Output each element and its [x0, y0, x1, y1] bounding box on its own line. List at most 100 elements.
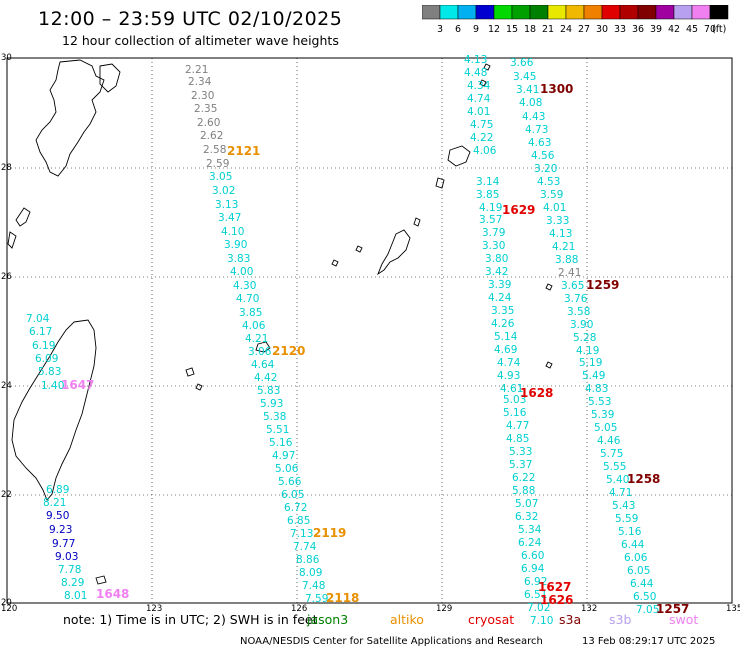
wave-height-value: 6.17 — [29, 326, 52, 338]
coastline — [545, 283, 553, 291]
wave-height-value: 5.93 — [260, 398, 283, 410]
wave-height-value: 5.05 — [594, 422, 617, 434]
x-tick-label: 135 — [726, 604, 740, 614]
coastline — [479, 79, 487, 87]
wave-height-value: 5.43 — [612, 500, 635, 512]
track-time-label: 1257 — [656, 602, 689, 616]
plot-title: 12:00 – 23:59 UTC 02/10/2025 — [38, 8, 343, 30]
altimeter-points: 2.212.34 2.302.35 2.602.62 2.58 2.593.05 3.02… — [26, 54, 659, 627]
wave-height-value: 4.19 — [479, 202, 502, 214]
colorbar-tick-label: 3 — [437, 24, 443, 35]
wave-height-value: 4.24 — [488, 292, 512, 304]
track-labels: 2121 2120 2119 2118 1648 1647 1300 1259 1258 1257… — [61, 82, 689, 616]
wave-height-value: 5.16 — [618, 526, 642, 538]
coastline — [413, 217, 421, 227]
wave-height-value: 2.35 — [194, 103, 217, 115]
wave-height-value: 8.01 — [64, 590, 87, 602]
wave-height-value: 3.13 — [215, 199, 238, 211]
wave-height-value: 6.60 — [521, 550, 544, 562]
wave-height-value: 3.20 — [534, 163, 557, 175]
satellite-legend-item: jason3 — [306, 612, 348, 627]
wave-height-value: 6.09 — [35, 353, 58, 365]
wave-height-value: 4.83 — [585, 383, 608, 395]
wave-height-value: 6.94 — [521, 563, 545, 575]
coastline — [11, 319, 97, 501]
coastline — [7, 231, 17, 249]
wave-height-value: 6.44 — [630, 578, 654, 590]
wave-height-value: 3.65 — [561, 280, 584, 292]
axis-ticks: 120 123 126 129 132 135 30 28 26 24 22 20 — [1, 53, 740, 614]
wave-height-value: 9.50 — [46, 510, 69, 522]
wave-height-value: 6.19 — [32, 340, 55, 352]
wave-height-value: 5.07 — [515, 498, 538, 510]
wave-height-value: 5.16 — [503, 407, 527, 419]
coastline — [447, 145, 471, 167]
coastline — [435, 177, 445, 189]
colorbar-tick-label: 39 — [650, 24, 662, 35]
coastline — [99, 63, 121, 93]
track-time-label: 1627 — [538, 580, 571, 594]
footer-note: note: 1) Time is in UTC; 2) SWH is in fe… — [63, 612, 318, 627]
wave-height-value: 5.19 — [579, 357, 602, 369]
wave-height-value: 5.34 — [518, 524, 542, 536]
credit-text: NOAA/NESDIS Center for Satellite Applica… — [240, 636, 543, 647]
wave-height-value: 4.13 — [549, 228, 572, 240]
track-time-label: 1259 — [586, 278, 619, 292]
wave-height-value: 3.14 — [476, 176, 500, 188]
wave-height-value: 5.39 — [591, 409, 614, 421]
track-time-label: 1628 — [520, 386, 553, 400]
coastline — [377, 229, 411, 276]
wave-height-value: 4.74 — [497, 357, 521, 369]
track-time-label: 2121 — [227, 144, 260, 158]
x-tick-label: 132 — [581, 604, 597, 614]
wave-height-value: 5.03 — [503, 394, 526, 406]
wave-height-value: 5.83 — [257, 385, 280, 397]
coastline — [255, 341, 271, 353]
wave-height-value: 6.05 — [281, 489, 304, 501]
colorbar-tick-label: 9 — [473, 24, 479, 35]
wave-height-value: 4.26 — [491, 318, 515, 330]
wave-height-value: 5.49 — [582, 370, 605, 382]
map-frame — [6, 57, 733, 604]
wave-height-value: 5.37 — [509, 459, 532, 471]
wave-height-value: 3.76 — [564, 293, 588, 305]
track-time-label: 1648 — [96, 587, 129, 601]
wave-height-value: 3.90 — [224, 239, 247, 251]
wave-height-value: 9.23 — [49, 524, 72, 536]
footer-legend: note: 1) Time is in UTC; 2) SWH is in fe… — [63, 612, 715, 647]
wave-height-value: 6.51 — [524, 589, 547, 601]
colorbar-tick-label: 27 — [578, 24, 590, 35]
wave-height-value: 3.47 — [218, 212, 241, 224]
wave-height-value: 4.93 — [497, 370, 520, 382]
wave-height-value: 4.21 — [245, 333, 268, 345]
wave-height-value: 4.63 — [528, 137, 551, 149]
wave-height-value: 4.70 — [236, 293, 259, 305]
coastline — [545, 361, 553, 369]
wave-height-value: 4.53 — [537, 176, 560, 188]
wave-height-value: 5.51 — [266, 424, 289, 436]
satellite-legend-item: s3b — [609, 612, 631, 627]
wave-height-value: 6.24 — [518, 537, 542, 549]
wave-height-value: 6.89 — [46, 484, 69, 496]
wave-height-value: 5.33 — [509, 446, 532, 458]
plot-subtitle: 12 hour collection of altimeter wave hei… — [62, 33, 339, 48]
y-tick-label: 24 — [1, 381, 12, 391]
x-tick-label: 120 — [1, 604, 17, 614]
wave-height-value: 6.06 — [624, 552, 648, 564]
colorbar-swatch — [709, 5, 729, 20]
wave-height-value: 4.30 — [233, 280, 256, 292]
wave-height-value: 3.35 — [491, 305, 514, 317]
wave-height-value: 6.92 — [524, 576, 547, 588]
wave-height-value: 2.41 — [558, 267, 581, 279]
wave-height-value: 5.38 — [263, 411, 286, 423]
wave-height-value: 9.77 — [52, 538, 75, 550]
wave-height-value: 7.59 — [305, 593, 328, 605]
wave-height-value: 4.85 — [506, 433, 529, 445]
wave-height-value: 4.34 — [467, 80, 491, 92]
wave-height-value: 4.19 — [576, 345, 599, 357]
wave-height-value: 4.22 — [470, 132, 493, 144]
wave-height-value: 8.29 — [61, 577, 84, 589]
coastline — [355, 245, 363, 253]
wave-height-value: 4.01 — [467, 106, 490, 118]
